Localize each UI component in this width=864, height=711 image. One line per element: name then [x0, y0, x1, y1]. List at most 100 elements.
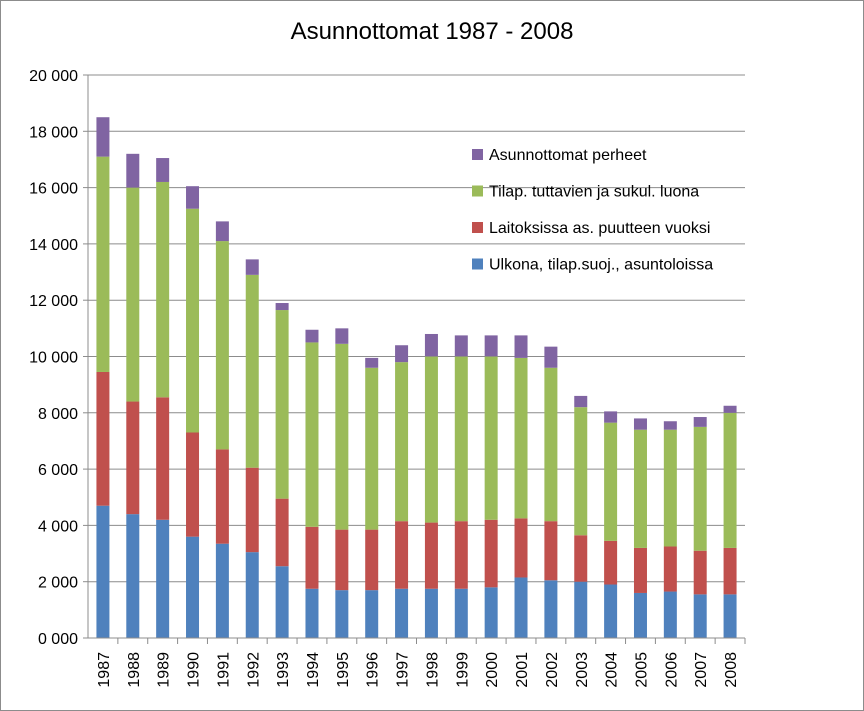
legend-swatch [472, 222, 483, 233]
x-tick-label: 1993 [275, 652, 292, 688]
bar-segment [395, 362, 409, 522]
bar-segment [365, 367, 379, 530]
bar-segment [305, 526, 319, 589]
bar-segment [305, 588, 319, 638]
bar-segment [454, 356, 468, 522]
bar-segment [574, 407, 588, 536]
bar-segment [305, 329, 319, 343]
bar-segment [544, 521, 558, 581]
legend-label: Tilap. tuttavien ja sukul. luona [489, 184, 699, 201]
bar-segment [186, 536, 200, 638]
bar-segment [574, 535, 588, 582]
bar-segment [663, 591, 677, 638]
x-tick-label: 1999 [454, 652, 471, 688]
bar-segment [663, 429, 677, 547]
bar-segment [245, 552, 259, 638]
bar-segment [156, 519, 170, 638]
bar-segment [245, 467, 259, 553]
bar-segment [126, 153, 140, 188]
x-tick-label: 2006 [663, 652, 680, 688]
bar-segment [693, 550, 707, 595]
bar-segment [454, 335, 468, 357]
legend-swatch [472, 185, 483, 197]
bar-segment [693, 417, 707, 427]
x-tick-label: 1992 [245, 652, 262, 688]
x-tick-label: 2007 [693, 652, 710, 688]
bar-segment [484, 519, 498, 588]
bar-segment [186, 208, 200, 433]
x-tick-label: 1997 [395, 652, 412, 688]
bar-segment [335, 343, 349, 530]
bar-segment [454, 521, 468, 589]
bar-segment [305, 342, 319, 527]
bar-segment [275, 498, 289, 567]
legend-label: Ulkona, tilap.suoj., asuntoloissa [489, 257, 713, 274]
bar-segment [633, 418, 647, 430]
bar-segment [723, 594, 737, 638]
bar-segment [275, 566, 289, 638]
bar-segment [215, 449, 229, 544]
bar-segment [96, 371, 110, 506]
bar-segment [275, 303, 289, 311]
x-tick-label: 1995 [335, 652, 352, 688]
bar-segment [365, 590, 379, 638]
bar-segment [604, 422, 618, 541]
y-tick-label: 8 000 [38, 406, 78, 423]
bar-segment [544, 580, 558, 638]
bar-segment [514, 357, 528, 519]
legend-label: Asunnottomat perheet [489, 147, 647, 164]
x-tick-label: 1989 [156, 652, 173, 688]
y-tick-label: 20 000 [29, 68, 78, 85]
bar-segment [723, 547, 737, 595]
x-tick-label: 2002 [544, 652, 561, 688]
bar-segment [365, 357, 379, 368]
bar-segment [245, 274, 259, 468]
bar-segment [514, 518, 528, 578]
bar-segment [484, 335, 498, 357]
bar-segment [544, 346, 558, 368]
x-tick-label: 2005 [633, 652, 650, 688]
x-tick-label: 2001 [514, 652, 531, 688]
legend-swatch [472, 258, 483, 270]
x-tick-label: 1991 [215, 652, 232, 688]
bar-segment [156, 181, 170, 398]
bar-segment [723, 405, 737, 413]
bar-segment [245, 259, 259, 275]
x-tick-label: 2000 [484, 652, 501, 688]
bar-segment [663, 546, 677, 592]
bar-segment [186, 186, 200, 209]
y-tick-label: 10 000 [29, 350, 78, 367]
y-tick-label: 2 000 [38, 575, 78, 592]
y-tick-label: 14 000 [29, 237, 78, 254]
y-tick-label: 0 000 [38, 631, 78, 648]
bar-segment [126, 187, 140, 402]
bar-segment [633, 547, 647, 593]
x-tick-label: 1988 [126, 652, 143, 688]
x-tick-label: 1998 [424, 652, 441, 688]
bar-segment [693, 426, 707, 551]
bar-segment [604, 584, 618, 638]
bar-segment [633, 429, 647, 548]
bar-segment [335, 529, 349, 591]
legend-label: Laitoksissa as. puutteen vuoksi [489, 220, 710, 237]
chart-title: Asunnottomat 1987 - 2008 [290, 18, 574, 45]
bar-segment [544, 367, 558, 522]
bar-segment [693, 594, 707, 638]
bar-segment [365, 529, 379, 591]
bar-segment [424, 522, 438, 589]
y-tick-label: 16 000 [29, 181, 78, 198]
bar-segment [215, 543, 229, 638]
x-tick-label: 1987 [96, 652, 113, 688]
bars-layer [96, 117, 737, 638]
x-tick-label: 2008 [723, 652, 740, 688]
y-tick-label: 6 000 [38, 462, 78, 479]
bar-segment [275, 310, 289, 499]
bar-segment [395, 345, 409, 363]
bar-segment [424, 588, 438, 638]
bar-segment [424, 333, 438, 357]
bar-segment [604, 411, 618, 423]
bar-segment [215, 221, 229, 242]
x-tick-label: 1994 [305, 652, 322, 688]
bar-segment [484, 587, 498, 638]
